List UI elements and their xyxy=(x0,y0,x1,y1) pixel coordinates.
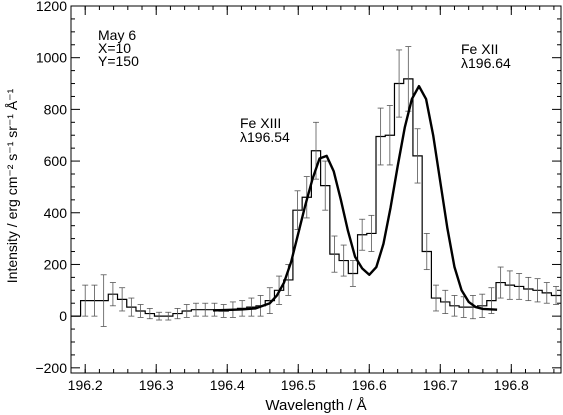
x-tick-label: 196.6 xyxy=(352,377,387,393)
x-tick-label: 196.2 xyxy=(68,377,103,393)
y-axis-label: Intensity / erg cm⁻² s⁻¹ sr⁻¹ Å⁻¹ xyxy=(4,88,20,283)
annotation-fe-xiii-wavelength: λ196.54 xyxy=(240,129,290,145)
plot-frame xyxy=(70,5,562,374)
info-block: May 6 X=10 Y=150 xyxy=(98,27,139,69)
x-tick-label: 196.7 xyxy=(423,377,458,393)
y-tick-label: 800 xyxy=(44,101,68,117)
axis-ticks: 196.2 196.3 196.4 196.5 196.6 196.7 196.8 −200 0… xyxy=(35,0,561,393)
x-tick-label: 196.3 xyxy=(139,377,174,393)
x-tick-label: 196.4 xyxy=(210,377,245,393)
y-tick-label: 200 xyxy=(44,256,68,272)
annotation-fe-xii-wavelength: λ196.64 xyxy=(461,55,511,71)
y-tick-label: 1200 xyxy=(36,0,67,14)
y-tick-label: −200 xyxy=(35,360,67,376)
x-axis-label: Wavelength / Å xyxy=(265,397,366,414)
y-tick-label: 0 xyxy=(59,308,67,324)
y-tick-label: 1000 xyxy=(36,50,67,66)
fit-line xyxy=(212,84,498,312)
info-y: Y=150 xyxy=(98,53,139,69)
annotation-fe-xii-ion: Fe XII xyxy=(461,41,498,57)
annotation-fe-xiii-ion: Fe XIII xyxy=(240,115,281,131)
x-tick-label: 196.8 xyxy=(494,377,529,393)
x-tick-label: 196.5 xyxy=(281,377,316,393)
histogram-line xyxy=(71,78,561,317)
chart-series xyxy=(71,46,561,327)
info-x: X=10 xyxy=(98,40,131,56)
annotation-fe-xiii: Fe XIII λ196.54 xyxy=(240,115,290,145)
info-date: May 6 xyxy=(98,27,136,43)
y-tick-label: 600 xyxy=(44,153,68,169)
annotation-fe-xii: Fe XII λ196.64 xyxy=(461,41,511,71)
y-tick-label: 400 xyxy=(44,205,68,221)
